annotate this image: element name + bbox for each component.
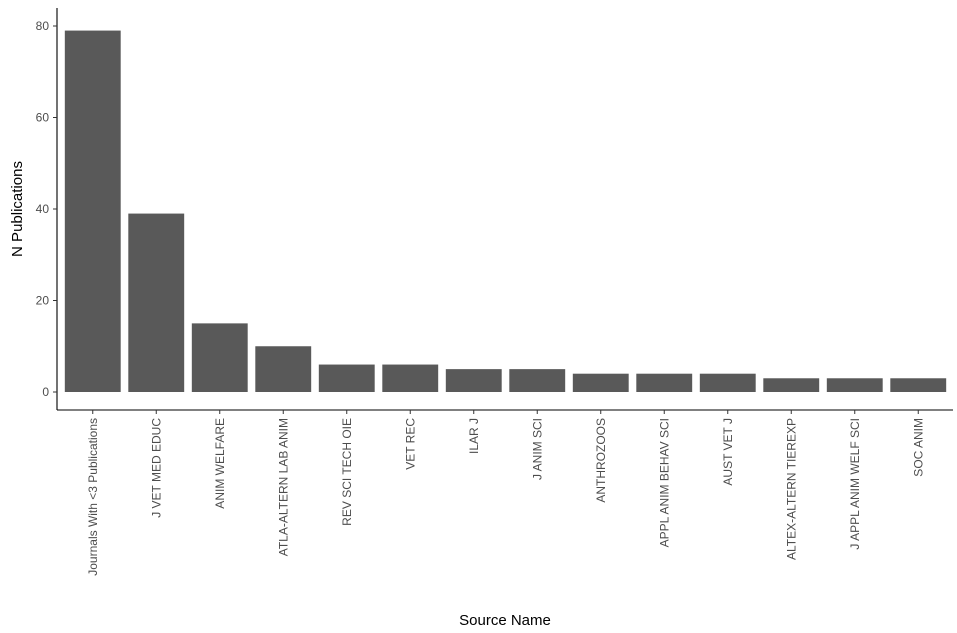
y-tick-label: 40 — [36, 202, 50, 216]
bar — [699, 373, 756, 392]
bar — [890, 378, 947, 392]
bar — [128, 213, 185, 392]
x-tick-label: ALTEX-ALTERN TIEREXP — [784, 418, 798, 560]
y-axis-title: N Publications — [9, 161, 26, 257]
x-tick-label: ANIM WELFARE — [213, 418, 227, 509]
y-tick-label: 0 — [42, 385, 49, 399]
bar — [255, 346, 312, 392]
x-tick-label: Journals With <3 Publications — [86, 418, 100, 576]
bar — [636, 373, 693, 392]
bars-group — [64, 30, 947, 392]
bar — [509, 369, 566, 392]
x-tick-label: J VET MED EDUC — [149, 418, 163, 518]
x-tick-label: REV SCI TECH OIE — [340, 418, 354, 526]
y-tick-label: 60 — [36, 111, 50, 125]
x-tick-label: J APPL ANIM WELF SCI — [848, 418, 862, 550]
x-tick-label: AUST VET J — [721, 418, 735, 486]
bar — [64, 30, 121, 392]
x-tick-label: J ANIM SCI — [530, 418, 544, 480]
x-tick-label: VET REC — [403, 418, 417, 470]
bar — [763, 378, 820, 392]
y-tick-label: 80 — [36, 19, 50, 33]
bar — [826, 378, 883, 392]
x-tick-label: ATLA-ALTERN LAB ANIM — [276, 418, 290, 556]
bar — [572, 373, 629, 392]
x-tick-label: ILAR J — [467, 418, 481, 454]
x-tick-label: ANTHROZOOS — [594, 418, 608, 503]
x-tick-label: SOC ANIM — [911, 418, 925, 477]
bar — [318, 364, 375, 392]
x-tick-label: APPL ANIM BEHAV SCI — [657, 418, 671, 547]
x-axis: Journals With <3 Publications J VET MED E… — [57, 409, 953, 576]
y-axis: 0 20 40 60 80 — [36, 8, 58, 410]
bar — [382, 364, 439, 392]
bar — [445, 369, 502, 392]
y-tick-label: 20 — [36, 294, 50, 308]
x-axis-title: Source Name — [459, 612, 551, 629]
bar — [191, 323, 248, 392]
